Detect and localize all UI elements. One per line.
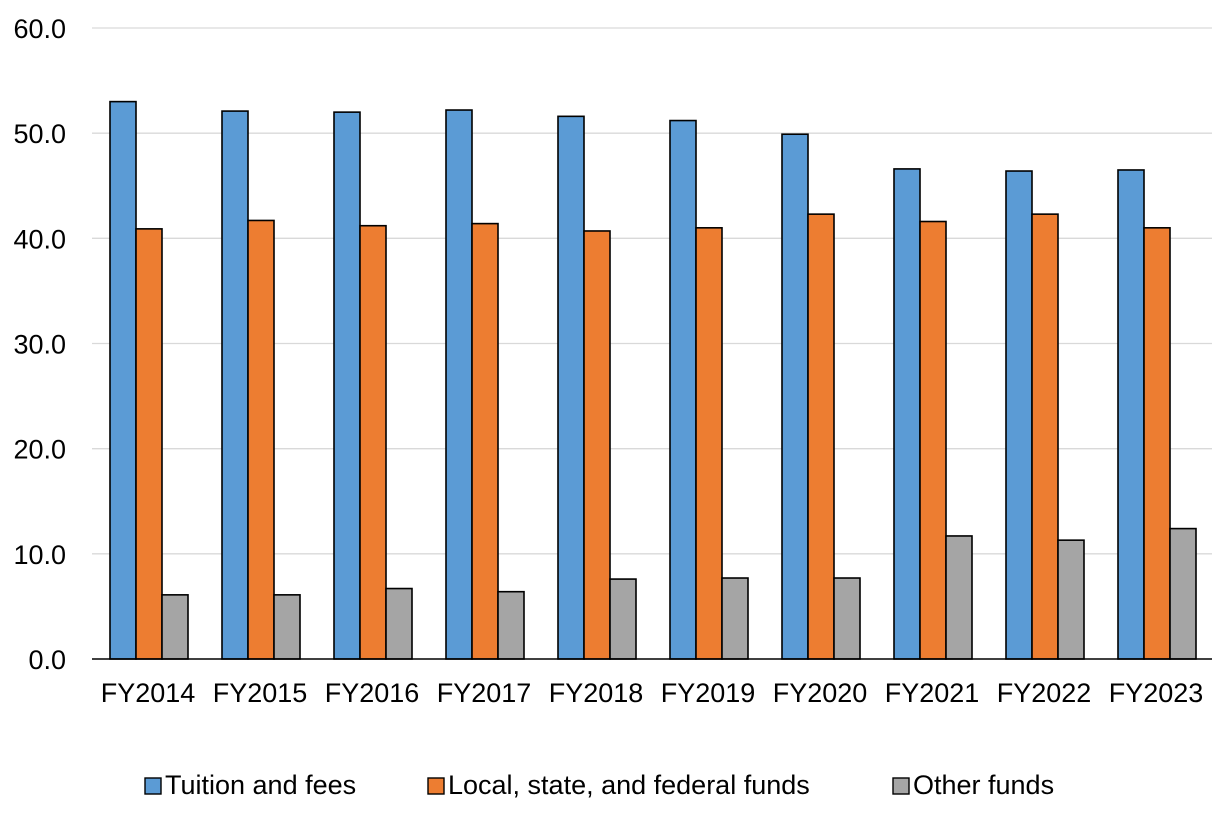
legend-swatch: [427, 777, 445, 795]
bar-local-state-and-federal-funds-fy2015: [247, 219, 275, 660]
bar-other-funds-fy2020: [833, 577, 861, 660]
legend-item-tuition-and-fees: Tuition and fees: [144, 770, 356, 800]
bar-other-funds-fy2014: [161, 594, 189, 660]
x-tick-label: FY2019: [661, 678, 756, 708]
x-tick-label: FY2018: [549, 678, 644, 708]
legend-label: Local, state, and federal funds: [448, 770, 810, 800]
bar-tuition-and-fees-fy2016: [333, 111, 361, 660]
bar-other-funds-fy2018: [609, 578, 637, 660]
bar-other-funds-fy2015: [273, 594, 301, 660]
bar-tuition-and-fees-fy2018: [557, 115, 585, 660]
bar-other-funds-fy2016: [385, 587, 413, 660]
x-tick-label: FY2016: [325, 678, 420, 708]
bar-other-funds-fy2017: [497, 590, 525, 660]
bar-tuition-and-fees-fy2023: [1117, 169, 1145, 660]
y-tick-label: 50.0: [13, 119, 66, 149]
legend: Tuition and fees Local, state, and federa…: [144, 770, 1054, 800]
bar-local-state-and-federal-funds-fy2018: [583, 230, 611, 660]
bar-other-funds-fy2022: [1057, 539, 1085, 660]
bar-local-state-and-federal-funds-fy2014: [135, 228, 163, 660]
bar-other-funds-fy2021: [945, 535, 973, 660]
bar-local-state-and-federal-funds-fy2021: [919, 220, 947, 660]
x-tick-label: FY2017: [437, 678, 532, 708]
y-tick-label: 30.0: [13, 330, 66, 360]
x-tick-label: FY2014: [101, 678, 196, 708]
x-tick-label: FY2020: [773, 678, 868, 708]
bar-local-state-and-federal-funds-fy2022: [1031, 213, 1059, 660]
bar-local-state-and-federal-funds-fy2020: [807, 213, 835, 660]
legend-item-local-state-and-federal-funds: Local, state, and federal funds: [427, 770, 810, 800]
y-tick-label: 60.0: [13, 14, 66, 44]
bar-local-state-and-federal-funds-fy2019: [695, 227, 723, 660]
bars: [109, 100, 1197, 660]
bar-other-funds-fy2023: [1169, 527, 1197, 660]
bar-local-state-and-federal-funds-fy2016: [359, 224, 387, 660]
x-tick-label: FY2023: [1109, 678, 1204, 708]
x-tick-label: FY2021: [885, 678, 980, 708]
y-axis-tick-labels: 0.0 10.0 20.0 30.0 40.0 50.0 60.0: [13, 14, 66, 675]
bar-tuition-and-fees-fy2017: [445, 109, 473, 660]
bar-tuition-and-fees-fy2021: [893, 168, 921, 660]
y-tick-label: 10.0: [13, 540, 66, 570]
y-tick-label: 0.0: [28, 645, 66, 675]
bar-other-funds-fy2019: [721, 577, 749, 660]
legend-swatch: [892, 777, 910, 795]
legend-item-other-funds: Other funds: [892, 770, 1054, 800]
bar-local-state-and-federal-funds-fy2023: [1143, 227, 1171, 660]
legend-label: Tuition and fees: [165, 770, 356, 800]
legend-label: Other funds: [913, 770, 1054, 800]
bar-tuition-and-fees-fy2014: [109, 100, 137, 660]
x-axis-tick-labels: FY2014 FY2015 FY2016 FY2017 FY2018 FY2019 FY20…: [101, 678, 1204, 708]
x-tick-label: FY2015: [213, 678, 308, 708]
bar-tuition-and-fees-fy2019: [669, 119, 697, 660]
x-tick-label: FY2022: [997, 678, 1092, 708]
legend-swatch: [144, 777, 162, 795]
bar-tuition-and-fees-fy2022: [1005, 170, 1033, 660]
y-tick-label: 20.0: [13, 435, 66, 465]
bar-local-state-and-federal-funds-fy2017: [471, 222, 499, 660]
y-tick-label: 40.0: [13, 224, 66, 254]
bar-tuition-and-fees-fy2015: [221, 110, 249, 660]
bar-tuition-and-fees-fy2020: [781, 133, 809, 660]
